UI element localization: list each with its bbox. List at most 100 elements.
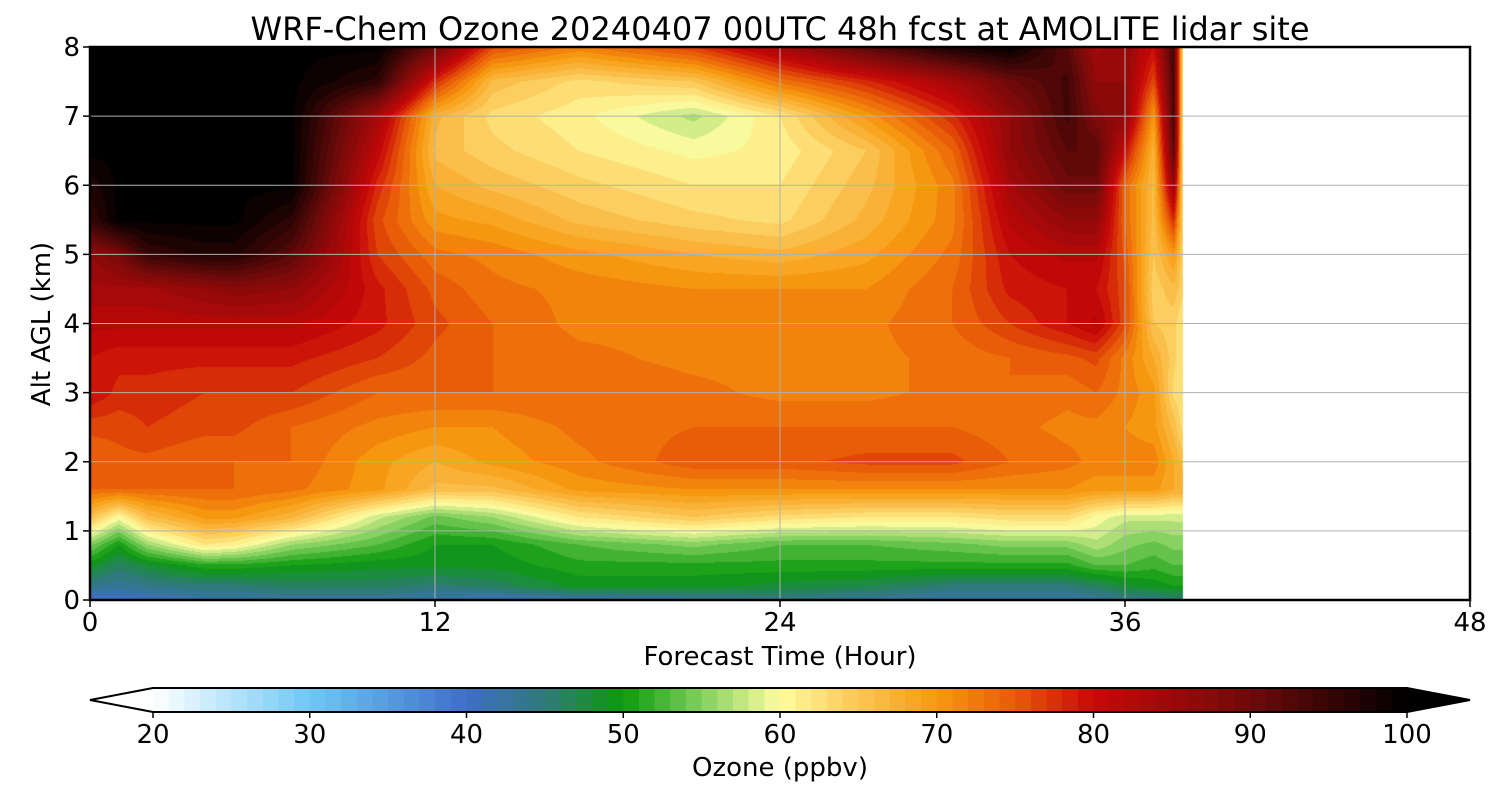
y-tick-label: 5 xyxy=(63,240,80,270)
colorbar-block xyxy=(1109,688,1126,712)
y-tick-label: 7 xyxy=(63,102,80,132)
x-tick-label: 24 xyxy=(763,608,796,638)
colorbar-block xyxy=(701,688,718,712)
colorbar-block xyxy=(309,688,327,712)
plot-area xyxy=(88,45,1472,602)
colorbar-tick-label: 50 xyxy=(607,720,640,750)
colorbar-tick-label: 70 xyxy=(920,720,953,750)
colorbar-block xyxy=(1046,688,1063,712)
colorbar-block xyxy=(576,688,593,712)
colorbar-block xyxy=(1171,688,1189,712)
y-tick-label: 6 xyxy=(63,171,80,201)
colorbar-block xyxy=(827,688,844,712)
colorbar-tick-label: 80 xyxy=(1077,720,1110,750)
colorbar-ticks: 20 30 40 50 60 70 80 90 100 xyxy=(136,712,1432,750)
x-axis: 0 12 24 36 48 xyxy=(82,600,1487,638)
colorbar-block xyxy=(168,688,185,712)
colorbar-block xyxy=(1281,688,1298,712)
colorbar-block xyxy=(1062,688,1079,712)
colorbar-block xyxy=(670,688,687,712)
colorbar-block xyxy=(560,688,577,712)
colorbar-tick-label: 40 xyxy=(450,720,483,750)
y-tick-label: 3 xyxy=(63,379,80,409)
colorbar-block xyxy=(1140,688,1157,712)
colorbar-block xyxy=(513,688,530,712)
colorbar-block xyxy=(1156,688,1173,712)
colorbar-tick-label: 100 xyxy=(1382,720,1432,750)
chart-title: WRF-Chem Ozone 20240407 00UTC 48h fcst a… xyxy=(250,10,1309,48)
y-tick-label: 1 xyxy=(63,517,80,547)
colorbar-block xyxy=(842,688,859,712)
colorbar-block xyxy=(482,688,499,712)
x-axis-label: Forecast Time (Hour) xyxy=(643,642,916,672)
colorbar-block xyxy=(936,688,954,712)
y-tick-label: 8 xyxy=(63,33,80,63)
colorbar-block xyxy=(1015,688,1032,712)
colorbar-block xyxy=(858,688,875,712)
x-tick-label: 36 xyxy=(1108,608,1141,638)
colorbar-block xyxy=(153,688,170,712)
colorbar-block xyxy=(529,688,546,712)
colorbar-block xyxy=(325,688,342,712)
colorbar-block xyxy=(968,688,985,712)
colorbar-block xyxy=(1093,688,1110,712)
y-axis: 0 1 2 3 4 5 6 7 8 xyxy=(63,33,90,616)
colorbar-block xyxy=(1391,688,1408,712)
colorbar-block xyxy=(952,688,969,712)
colorbar-block xyxy=(247,688,264,712)
y-tick-label: 0 xyxy=(63,586,80,616)
colorbar-block xyxy=(999,688,1016,712)
colorbar-block xyxy=(732,688,750,712)
colorbar-block xyxy=(419,688,436,712)
colorbar-block xyxy=(1375,688,1392,712)
colorbar-block xyxy=(1218,688,1236,712)
colorbar-block xyxy=(1265,688,1283,712)
colorbar-block xyxy=(1203,688,1220,712)
colorbar-label: Ozone (ppbv) xyxy=(692,753,868,783)
colorbar-block xyxy=(654,688,671,712)
colorbar-block xyxy=(372,688,389,712)
colorbar-block xyxy=(748,688,765,712)
colorbar-extend-low xyxy=(90,688,153,712)
colorbar-tick-label: 60 xyxy=(763,720,796,750)
colorbar-block xyxy=(497,688,515,712)
colorbar-block xyxy=(262,688,279,712)
colorbar-block xyxy=(200,688,217,712)
colorbar-block xyxy=(466,688,483,712)
colorbar-block xyxy=(1124,688,1142,712)
colorbar: 20 30 40 50 60 70 80 90 100 Ozone (ppbv) xyxy=(89,687,1471,783)
colorbar-blocks xyxy=(153,688,1408,712)
colorbar-block xyxy=(889,688,906,712)
colorbar-block xyxy=(215,688,232,712)
colorbar-tick-label: 20 xyxy=(136,720,169,750)
colorbar-block xyxy=(231,688,248,712)
colorbar-block xyxy=(764,688,781,712)
colorbar-block xyxy=(1297,688,1314,712)
colorbar-tick-label: 30 xyxy=(293,720,326,750)
colorbar-block xyxy=(780,688,797,712)
colorbar-block xyxy=(685,688,703,712)
colorbar-block xyxy=(874,688,891,712)
colorbar-block xyxy=(1359,688,1377,712)
colorbar-block xyxy=(623,688,640,712)
x-tick-label: 12 xyxy=(418,608,451,638)
colorbar-block xyxy=(184,688,201,712)
x-tick-label: 48 xyxy=(1453,608,1486,638)
colorbar-block xyxy=(921,688,938,712)
colorbar-block xyxy=(1312,688,1330,712)
colorbar-extend-high xyxy=(1407,688,1470,712)
colorbar-block xyxy=(356,688,374,712)
colorbar-block xyxy=(983,688,1001,712)
colorbar-block xyxy=(544,688,562,712)
colorbar-block xyxy=(1250,688,1267,712)
colorbar-block xyxy=(905,688,922,712)
colorbar-block xyxy=(1187,688,1204,712)
colorbar-block xyxy=(1030,688,1048,712)
colorbar-tick-label: 90 xyxy=(1234,720,1267,750)
x-tick-label: 0 xyxy=(82,608,99,638)
y-tick-label: 2 xyxy=(63,448,80,478)
colorbar-block xyxy=(1328,688,1345,712)
colorbar-block xyxy=(341,688,358,712)
colorbar-block xyxy=(294,688,311,712)
